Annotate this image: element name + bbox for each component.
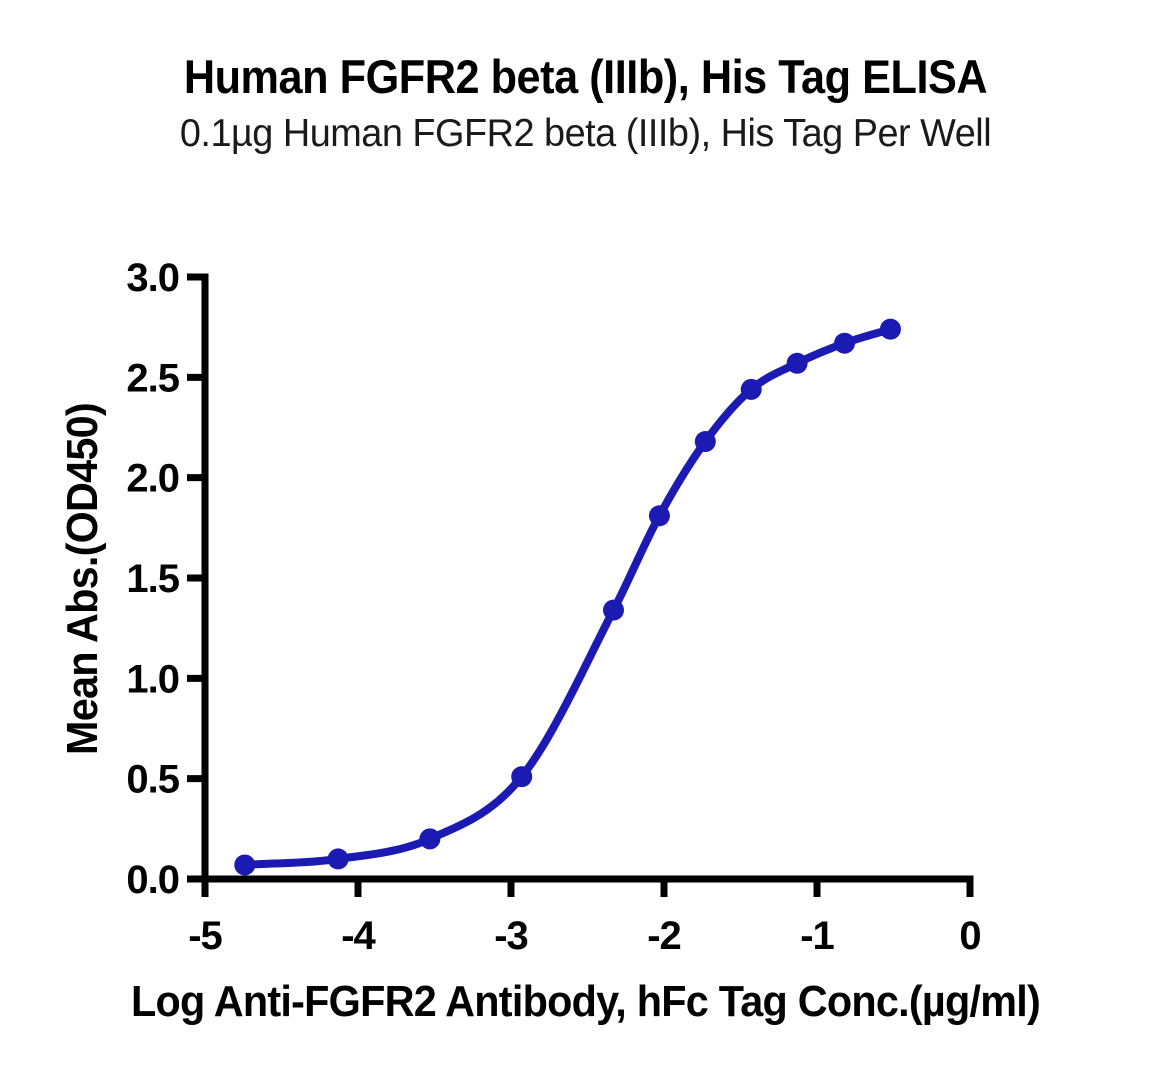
x-tick-label: -3 — [494, 914, 528, 958]
x-tick-label: -4 — [341, 914, 376, 958]
y-tick-label: 0.5 — [126, 758, 179, 802]
data-point-marker — [234, 854, 256, 876]
y-tick-label: 2.5 — [126, 356, 179, 400]
y-tick-label: 2.0 — [126, 457, 179, 501]
data-point-marker — [419, 828, 441, 850]
chart-title: Human FGFR2 beta (IIIb), His Tag ELISA — [183, 50, 988, 103]
data-point-marker — [327, 848, 349, 870]
data-point-marker — [740, 378, 762, 400]
y-tick-label: 1.5 — [126, 557, 179, 601]
data-point-marker — [786, 352, 808, 374]
x-tick-label: -2 — [647, 914, 681, 958]
x-tick-label: -5 — [188, 914, 222, 958]
data-point-marker — [603, 599, 625, 621]
data-point-marker — [511, 766, 533, 788]
x-axis-title: Log Anti-FGFR2 Antibody, hFc Tag Conc.(µ… — [131, 977, 1041, 1026]
y-tick-label: 0.0 — [126, 858, 179, 902]
y-tick-label: 1.0 — [126, 657, 179, 701]
dose-response-curve — [240, 325, 895, 869]
x-tick-label: 0 — [959, 914, 980, 958]
chart-subtitle: 0.1µg Human FGFR2 beta (IIIb), His Tag P… — [179, 112, 992, 155]
y-tick-label: 3.0 — [126, 256, 179, 300]
data-point-marker — [694, 431, 716, 453]
data-point-marker — [648, 505, 670, 527]
data-point-marker — [879, 318, 901, 340]
x-tick-label: -1 — [800, 914, 834, 958]
axis-spine — [201, 273, 974, 883]
data-point-marker — [834, 332, 856, 354]
